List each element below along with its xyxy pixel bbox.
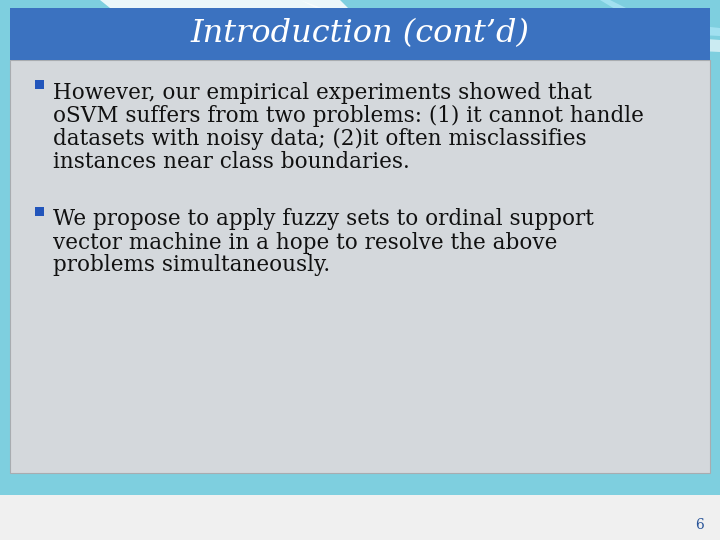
Polygon shape xyxy=(600,0,720,36)
Bar xyxy=(35,206,44,215)
Polygon shape xyxy=(100,0,370,50)
Text: However, our empirical experiments showed that: However, our empirical experiments showe… xyxy=(53,82,592,104)
Bar xyxy=(10,60,710,473)
Bar xyxy=(35,80,44,89)
Text: oSVM suffers from two problems: (1) it cannot handle: oSVM suffers from two problems: (1) it c… xyxy=(53,105,644,127)
Text: datasets with noisy data; (2)it often misclassifies: datasets with noisy data; (2)it often mi… xyxy=(53,128,587,150)
Text: We propose to apply fuzzy sets to ordinal support: We propose to apply fuzzy sets to ordina… xyxy=(53,208,594,231)
Text: problems simultaneously.: problems simultaneously. xyxy=(53,254,330,276)
Bar xyxy=(10,8,710,60)
Text: vector machine in a hope to resolve the above: vector machine in a hope to resolve the … xyxy=(53,232,557,253)
Polygon shape xyxy=(300,0,720,52)
Bar xyxy=(0,495,720,540)
Text: 6: 6 xyxy=(696,518,704,532)
Text: instances near class boundaries.: instances near class boundaries. xyxy=(53,151,410,173)
Text: Introduction (cont’d): Introduction (cont’d) xyxy=(191,18,529,50)
